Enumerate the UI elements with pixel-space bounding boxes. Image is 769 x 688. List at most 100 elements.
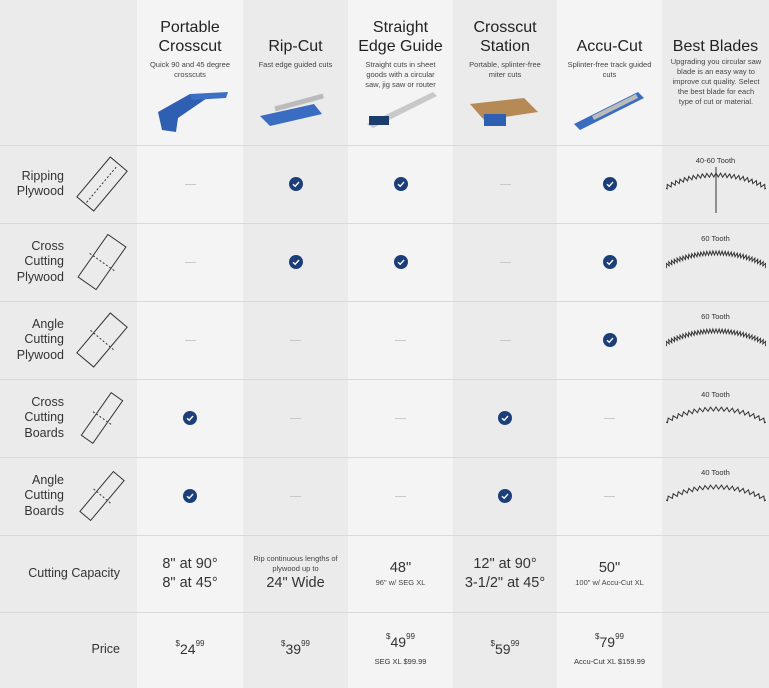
row-label: Cross Cutting Boards bbox=[24, 379, 64, 457]
cut-icon bbox=[77, 233, 127, 291]
blades-title-text: Best Blades bbox=[672, 38, 759, 55]
feature-cell bbox=[243, 145, 348, 223]
row-label-line: Boards bbox=[24, 425, 64, 440]
price-currency: $ bbox=[490, 639, 495, 648]
blade-label: 60 Tooth bbox=[701, 234, 730, 243]
check-icon bbox=[393, 255, 408, 269]
product-name-text: Rip-Cut bbox=[268, 38, 323, 55]
price-cents: 99 bbox=[510, 639, 520, 648]
product-name-text: Portable Crosscut bbox=[158, 19, 222, 55]
column-bg bbox=[348, 0, 453, 688]
price: $7999 bbox=[595, 632, 624, 652]
feature-cell bbox=[557, 301, 662, 379]
feature-cell bbox=[453, 379, 557, 457]
row-label-line: Plywood bbox=[16, 269, 64, 284]
price-currency: $ bbox=[595, 632, 600, 641]
capacity-text: Rip continuous lengths of plywood up to bbox=[253, 554, 338, 573]
feature-cell bbox=[137, 223, 243, 301]
price-amount: 49 bbox=[390, 634, 407, 650]
feature-cell bbox=[348, 145, 453, 223]
capacity-text: 3-1/2" at 45° bbox=[464, 574, 546, 591]
dash-icon bbox=[184, 261, 196, 263]
cut-icon bbox=[80, 391, 124, 445]
product-image bbox=[470, 98, 538, 126]
capacity-text: 12" at 90° bbox=[473, 555, 537, 572]
capacity-cell: Rip continuous lengths of plywood up to 2… bbox=[243, 535, 348, 612]
product-name-text: Accu-Cut bbox=[576, 38, 643, 55]
capacity-cell: 48" 96" w/ SEG XL bbox=[348, 535, 453, 612]
row-label-line: Cutting bbox=[24, 332, 64, 347]
feature-cell bbox=[243, 301, 348, 379]
dash-icon bbox=[395, 339, 406, 341]
capacity-cell: 12" at 90° 3-1/2" at 45° bbox=[453, 535, 557, 612]
row-label: Ripping Plywood bbox=[17, 145, 64, 223]
dash-icon bbox=[290, 495, 301, 497]
row-label: Angle Cutting Boards bbox=[24, 457, 64, 535]
feature-cell bbox=[348, 379, 453, 457]
feature-cell bbox=[243, 379, 348, 457]
cut-icon bbox=[76, 156, 128, 212]
capacity-text: 8" at 45° bbox=[162, 574, 218, 591]
feature-cell bbox=[137, 145, 243, 223]
blades-title: Best Blades bbox=[662, 14, 769, 56]
capacity-text: 100" w/ Accu-Cut XL bbox=[575, 578, 644, 587]
price-cell: $3999 bbox=[243, 612, 348, 688]
row-separator bbox=[0, 457, 769, 458]
check-icon bbox=[183, 411, 197, 425]
feature-cell bbox=[453, 223, 557, 301]
blade-image bbox=[666, 406, 766, 424]
product-image bbox=[158, 92, 228, 132]
feature-cell bbox=[348, 301, 453, 379]
dash-icon bbox=[499, 261, 511, 263]
feature-cell bbox=[348, 223, 453, 301]
row-label-line: Cross bbox=[31, 238, 64, 253]
price-cents: 99 bbox=[301, 639, 310, 648]
row-label: Cross Cutting Plywood bbox=[17, 223, 64, 301]
row-separator bbox=[0, 612, 769, 613]
dash-icon bbox=[604, 495, 615, 497]
feature-cell bbox=[453, 301, 557, 379]
row-label-line: Cutting bbox=[24, 254, 64, 269]
price-cell: $4999 SEG XL $99.99 bbox=[348, 612, 453, 688]
dash-icon bbox=[499, 339, 511, 341]
row-label-line: Cross bbox=[31, 394, 64, 409]
price-cents: 99 bbox=[615, 632, 624, 641]
blade-image bbox=[666, 167, 766, 213]
feature-cell bbox=[557, 223, 662, 301]
capacity-text: 48" bbox=[389, 560, 412, 576]
product-name-text: Crosscut Station bbox=[473, 19, 537, 55]
dash-icon bbox=[184, 339, 196, 341]
row-label-line: Angle bbox=[32, 316, 64, 331]
row-label: Price bbox=[91, 642, 120, 657]
price-cents: 99 bbox=[406, 632, 415, 641]
check-icon bbox=[393, 177, 408, 191]
price-amount: 24 bbox=[179, 641, 196, 657]
price-cell: $5999 bbox=[453, 612, 557, 688]
check-icon bbox=[602, 255, 617, 269]
feature-cell bbox=[453, 145, 557, 223]
product-description: Straight cuts in sheet goods with a circ… bbox=[365, 60, 436, 89]
feature-cell bbox=[243, 223, 348, 301]
blade-image bbox=[666, 484, 766, 502]
price-amount: 79 bbox=[599, 634, 616, 650]
dash-icon bbox=[184, 183, 196, 185]
row-label: Cutting Capacity bbox=[28, 565, 120, 580]
product-image bbox=[367, 92, 437, 128]
check-icon bbox=[183, 489, 197, 503]
row-label-line: Cutting bbox=[24, 488, 64, 503]
product-description: Portable, splinter-free miter cuts bbox=[469, 60, 541, 79]
capacity-cell: 50" 100" w/ Accu-Cut XL bbox=[557, 535, 662, 612]
row-label-line: Cutting bbox=[24, 410, 64, 425]
product-image bbox=[260, 93, 324, 126]
row-separator bbox=[0, 379, 769, 380]
price-amount: 39 bbox=[285, 641, 302, 657]
capacity-text: 50" bbox=[598, 560, 621, 576]
blade-label: 40 Tooth bbox=[701, 390, 730, 399]
price-note: SEG XL $99.99 bbox=[374, 657, 427, 666]
feature-cell bbox=[137, 301, 243, 379]
dash-icon bbox=[499, 183, 511, 185]
price-currency: $ bbox=[386, 632, 391, 641]
dash-icon bbox=[290, 417, 301, 419]
price-note: Accu-Cut XL $159.99 bbox=[573, 657, 645, 666]
